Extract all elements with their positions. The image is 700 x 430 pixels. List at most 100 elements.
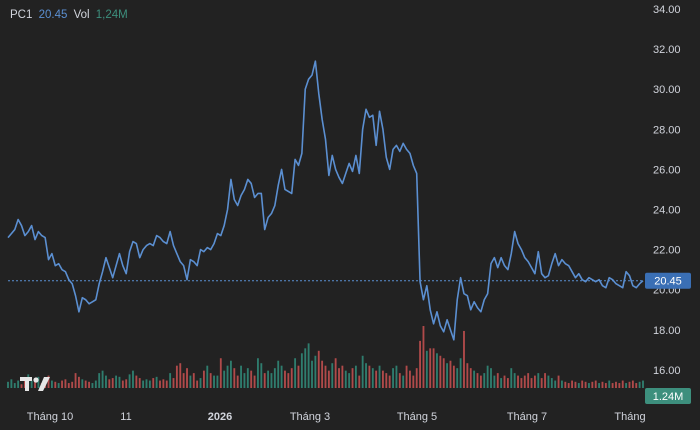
volume-bar — [574, 381, 577, 388]
volume-bar — [351, 368, 354, 388]
tradingview-logo-icon[interactable] — [20, 375, 52, 393]
volume-bar — [554, 380, 557, 388]
volume-bar — [449, 360, 452, 388]
volume-bar — [601, 381, 604, 388]
volume-bar — [533, 375, 536, 388]
volume-bar — [88, 381, 90, 388]
volume-bar — [456, 368, 459, 388]
y-tick-label: 24.00 — [653, 205, 681, 217]
volume-bar — [243, 373, 246, 388]
volume-bar — [145, 379, 148, 388]
volume-bar — [169, 373, 172, 388]
volume-bar — [425, 350, 428, 388]
volume-bar — [365, 363, 367, 388]
volume-bar — [152, 378, 155, 388]
volume-bar — [206, 365, 209, 388]
volume-bar — [412, 375, 415, 388]
volume-bar — [348, 373, 351, 388]
volume-bar — [358, 375, 361, 388]
volume-bar — [317, 350, 320, 388]
volume-bar — [432, 348, 435, 388]
volume-bar — [91, 383, 94, 388]
volume-bar — [459, 358, 462, 388]
volume-bar — [50, 380, 53, 388]
volume-bar — [142, 380, 145, 388]
volume-bar — [564, 381, 567, 388]
volume-bar — [132, 370, 134, 388]
volume-bar — [415, 368, 418, 388]
volume-bar — [125, 379, 128, 388]
volume-bar — [327, 370, 330, 388]
chart-legend: PC1 20.45 Vol 1,24M — [10, 9, 131, 21]
last-price-tag — [645, 272, 691, 289]
volume-bar — [273, 368, 276, 388]
volume-bar — [267, 370, 270, 388]
volume-bar — [13, 383, 16, 388]
volume-bar — [121, 380, 124, 388]
volume-bar — [625, 383, 628, 388]
last-price-tag-label: 20.45 — [654, 276, 682, 288]
price-line — [7, 60, 644, 341]
volume-bar — [311, 360, 313, 388]
volume-bar — [179, 363, 182, 388]
volume-bar — [604, 383, 607, 388]
volume-bar — [172, 378, 175, 388]
volume-bar — [263, 373, 266, 388]
volume-bar — [409, 370, 411, 388]
volume-bar — [331, 363, 334, 388]
volume-bar — [442, 358, 445, 388]
volume-bar — [544, 373, 546, 388]
volume-bar — [473, 370, 476, 388]
volume-bar — [341, 365, 344, 388]
volume-bar — [240, 365, 242, 388]
volume-bar — [314, 355, 317, 388]
volume-bar — [642, 380, 644, 388]
volume-bar — [23, 378, 26, 388]
volume-bar — [199, 378, 202, 388]
volume-bar — [84, 380, 87, 388]
volume-bar — [506, 378, 509, 388]
volume-bar — [257, 358, 259, 388]
volume-bar — [344, 370, 347, 388]
volume-bar — [571, 380, 573, 388]
volume-bar — [371, 368, 374, 388]
y-tick-label: 28.00 — [653, 124, 681, 136]
volume-bar — [561, 380, 563, 388]
volume-bar — [398, 373, 401, 388]
volume-bar — [307, 343, 310, 388]
volume-bar — [382, 370, 384, 388]
volume-bar — [584, 381, 587, 388]
volume-bar — [402, 375, 405, 388]
volume-bar — [78, 376, 80, 388]
volume-bar — [47, 375, 50, 388]
volume-bar — [523, 375, 526, 388]
y-tick-label: 26.00 — [653, 164, 681, 176]
volume-bar — [510, 368, 513, 388]
volume-bar — [294, 358, 297, 388]
volume-bar — [567, 383, 570, 388]
volume-bar — [530, 378, 533, 388]
volume-bar — [321, 360, 324, 388]
x-tick-label: Tháng 7 — [507, 411, 547, 423]
volume-bar — [631, 380, 634, 388]
volume-bar — [250, 370, 253, 388]
volume-bar — [61, 380, 63, 388]
y-tick-label: 18.00 — [653, 325, 681, 337]
legend-symbol[interactable]: PC1 — [10, 9, 33, 21]
volume-bar — [98, 373, 101, 388]
x-tick-label: Tháng 5 — [397, 411, 437, 423]
volume-bar — [621, 380, 624, 388]
volume-bar — [405, 365, 408, 388]
volume-bar — [34, 381, 36, 388]
volume-bar — [260, 363, 263, 388]
volume-bar — [338, 368, 340, 388]
volume-bar — [233, 368, 236, 388]
volume-bar — [10, 379, 13, 388]
volume-bar — [108, 379, 111, 388]
x-tick-label: Tháng — [614, 411, 645, 423]
x-tick-label: 11 — [120, 411, 131, 423]
volume-bar — [202, 370, 205, 388]
volume-bar — [155, 376, 158, 388]
